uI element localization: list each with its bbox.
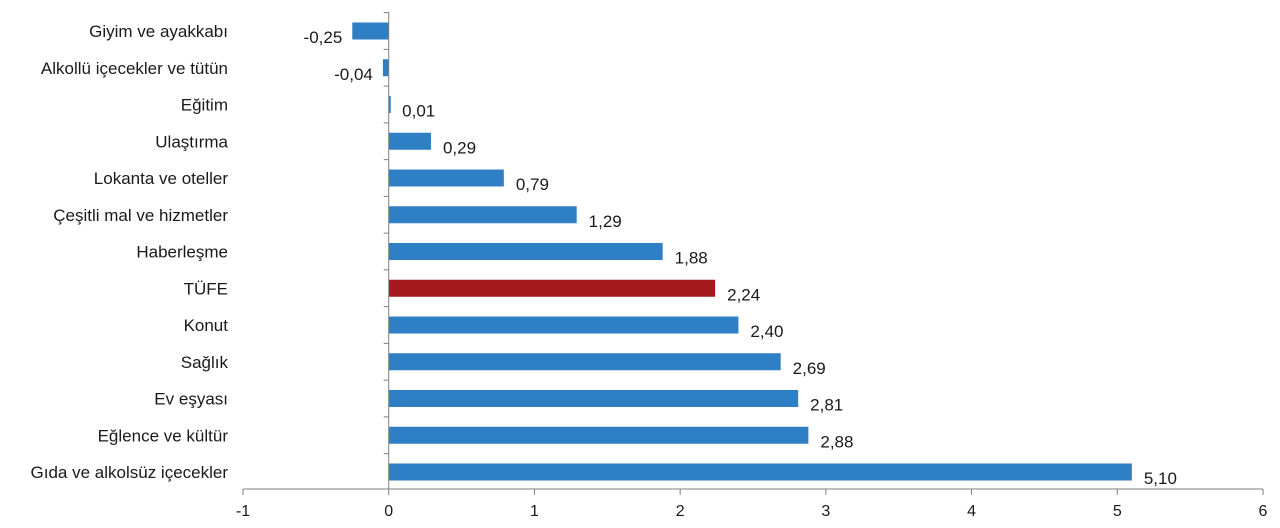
bars-layer xyxy=(352,22,1132,481)
category-label-ev-esyasi: Ev eşyası xyxy=(154,390,228,409)
x-tick-label: 3 xyxy=(821,503,830,520)
value-label-konut: 2,40 xyxy=(750,322,783,341)
bar-konut xyxy=(388,316,739,334)
value-label-saglik: 2,69 xyxy=(793,359,826,378)
x-tick-label: 6 xyxy=(1259,503,1268,520)
value-label-alkollu-icecekler-ve-tutun: -0,04 xyxy=(334,65,373,84)
category-label-haberlesme: Haberleşme xyxy=(136,243,228,262)
value-label-haberlesme: 1,88 xyxy=(675,249,708,268)
category-label-eglence-ve-kultur: Eğlence ve kültür xyxy=(98,426,229,445)
value-label-cesitli-mal-ve-hizmetler: 1,29 xyxy=(589,212,622,231)
x-tick-label: 4 xyxy=(967,503,976,520)
bar-haberlesme xyxy=(388,243,663,260)
category-label-gida-ve-alkolsuz-icecekler: Gıda ve alkolsüz içecekler xyxy=(31,463,229,482)
bar-eglence-ve-kultur xyxy=(388,426,809,444)
x-tick-label: -1 xyxy=(236,503,250,520)
x-tick-label: 2 xyxy=(676,503,685,520)
value-label-ev-esyasi: 2,81 xyxy=(810,396,843,415)
bar-tufe xyxy=(388,279,716,297)
x-tick-label: 0 xyxy=(384,503,393,520)
category-label-konut: Konut xyxy=(184,316,229,335)
labels-layer: Giyim ve ayakkabı -0,25 Alkollü içecekler … xyxy=(31,22,1268,520)
bar-ev-esyasi xyxy=(388,390,799,407)
bar-gida-ve-alkolsuz-icecekler xyxy=(388,463,1132,481)
category-label-egitim: Eğitim xyxy=(181,96,228,115)
category-label-alkollu-icecekler-ve-tutun: Alkollü içecekler ve tütün xyxy=(41,59,228,78)
category-label-cesitli-mal-ve-hizmetler: Çeşitli mal ve hizmetler xyxy=(53,206,228,225)
bar-cesitli-mal-ve-hizmetler xyxy=(388,206,577,224)
bar-lokanta-ve-oteller xyxy=(388,169,504,187)
bar-ulastirma xyxy=(388,132,431,150)
bar-saglik xyxy=(388,353,781,371)
bar-egitim xyxy=(388,96,391,113)
value-label-lokanta-ve-oteller: 0,79 xyxy=(516,175,549,194)
category-label-giyim-ve-ayakkabi: Giyim ve ayakkabı xyxy=(89,22,228,41)
x-tick-label: 1 xyxy=(530,503,539,520)
category-label-ulastirma: Ulaştırma xyxy=(155,132,228,151)
value-label-giyim-ve-ayakkabi: -0,25 xyxy=(304,28,343,47)
category-label-saglik: Sağlık xyxy=(181,353,229,372)
value-label-egitim: 0,01 xyxy=(402,102,435,121)
x-tick-label: 5 xyxy=(1113,503,1122,520)
bar-giyim-ve-ayakkabi xyxy=(352,22,389,40)
category-label-tufe: TÜFE xyxy=(184,279,228,298)
value-label-ulastirma: 0,29 xyxy=(443,138,476,157)
category-label-lokanta-ve-oteller: Lokanta ve oteller xyxy=(94,169,229,188)
bar-alkollu-icecekler-ve-tutun xyxy=(382,59,389,77)
value-label-eglence-ve-kultur: 2,88 xyxy=(820,432,853,451)
value-label-gida-ve-alkolsuz-icecekler: 5,10 xyxy=(1144,469,1177,488)
axis-layer xyxy=(242,12,1264,495)
value-label-tufe: 2,24 xyxy=(727,285,760,304)
